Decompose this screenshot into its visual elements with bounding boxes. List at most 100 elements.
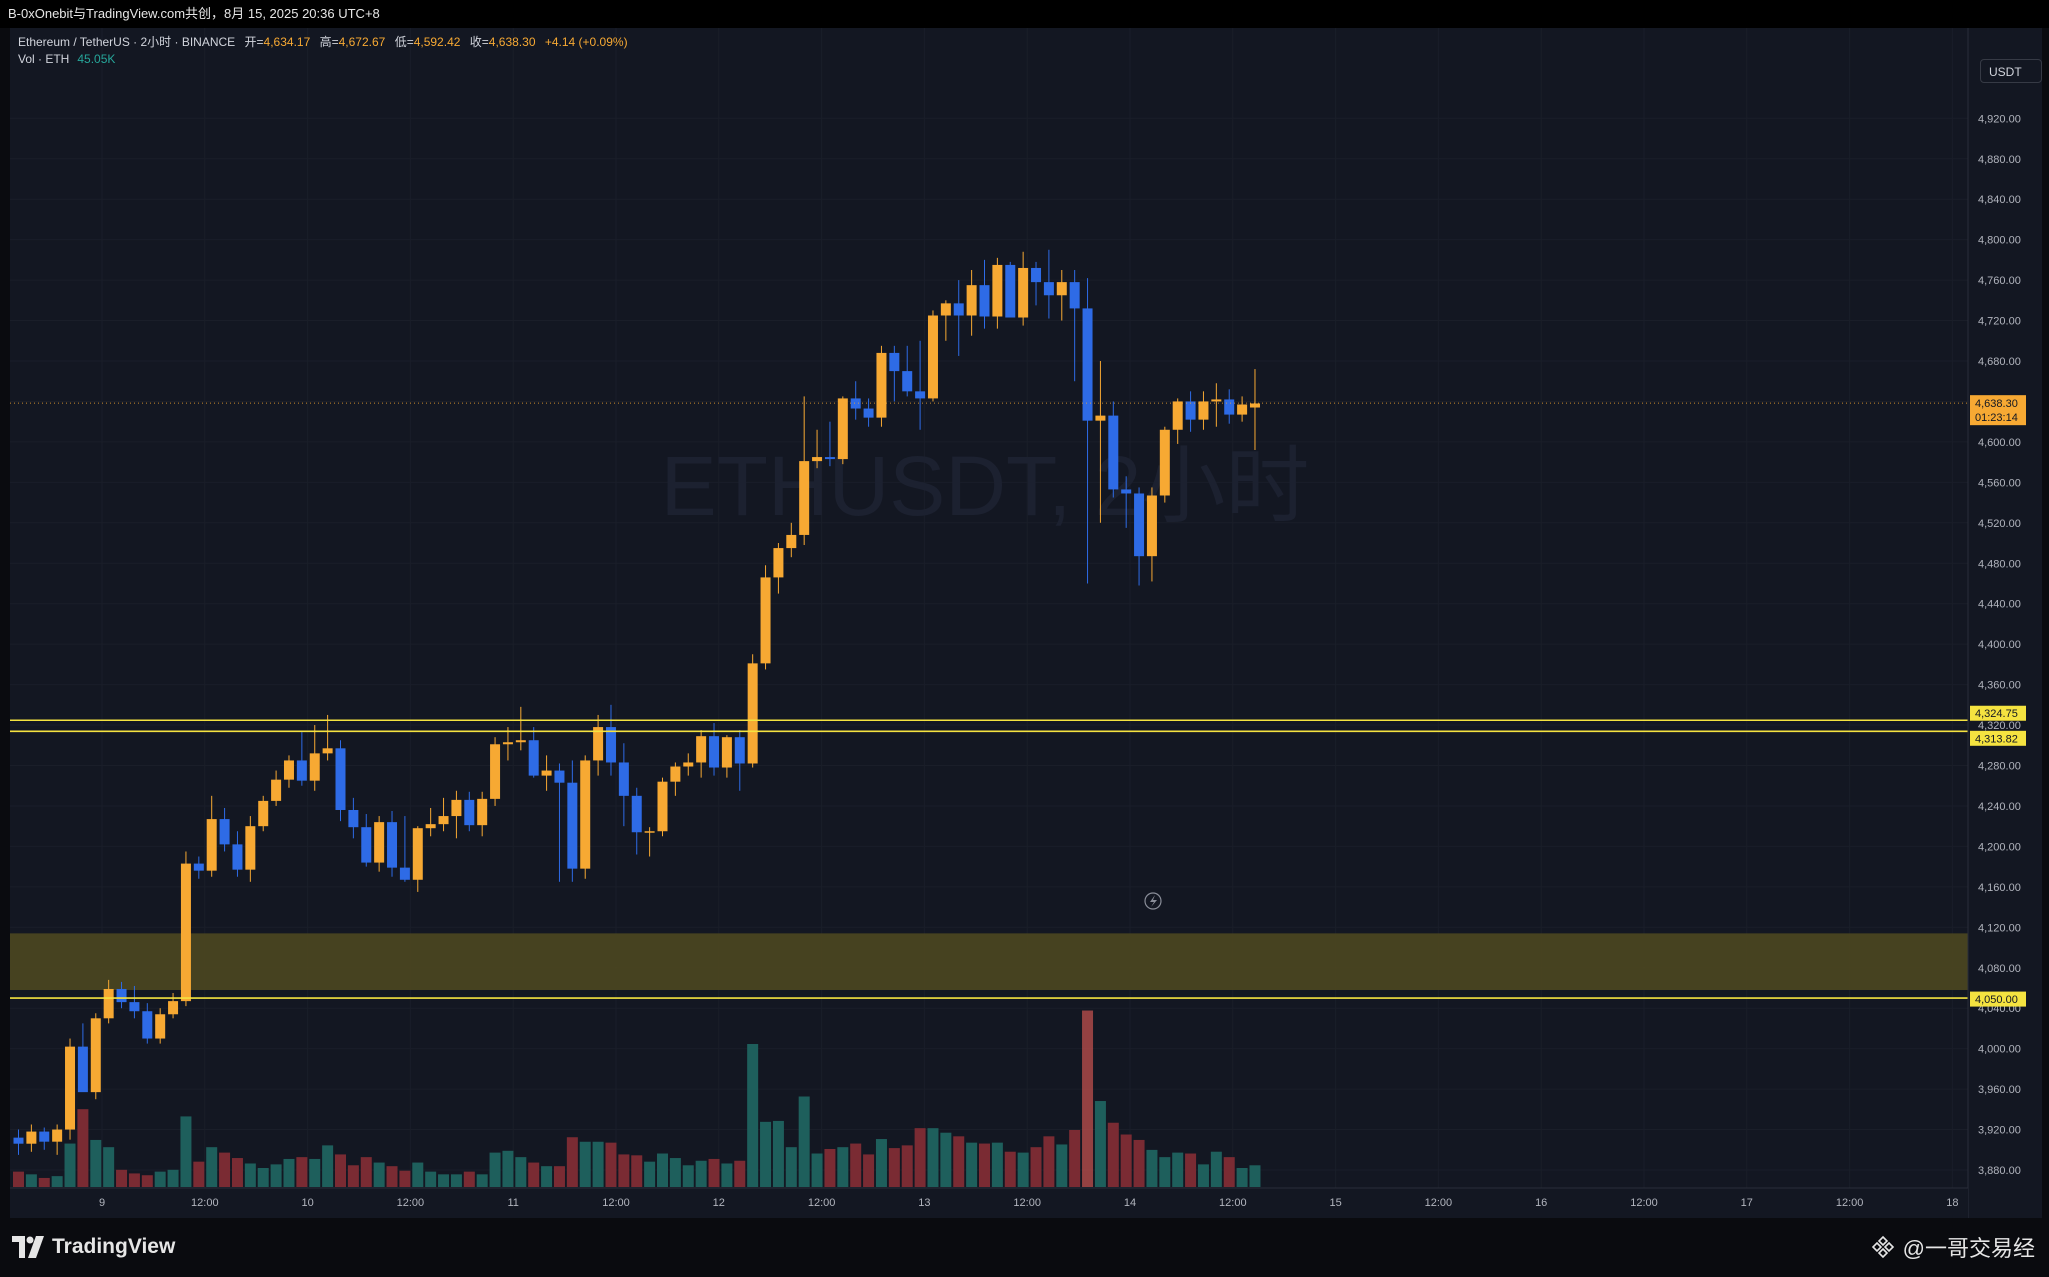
candle-body xyxy=(193,863,204,871)
candle-body xyxy=(618,762,629,796)
candle xyxy=(786,522,797,558)
candle-body xyxy=(271,779,282,801)
footer-bar xyxy=(0,1218,2049,1277)
volume-bar xyxy=(966,1142,978,1187)
volume-bar xyxy=(837,1147,849,1187)
candle xyxy=(863,398,874,427)
candle-countdown-label: 01:23:14 xyxy=(1975,412,2018,424)
candle-body xyxy=(283,760,294,780)
candle-body xyxy=(683,762,694,767)
candle xyxy=(1005,261,1016,318)
candle-body xyxy=(1018,267,1029,318)
chart-legend: Ethereum / TetherUS · 2小时 · BINANCE 开=4,… xyxy=(18,34,628,68)
volume-bar xyxy=(1210,1151,1222,1187)
tradingview-logo[interactable]: TradingView xyxy=(12,1232,175,1262)
candle xyxy=(644,827,655,857)
candle-body xyxy=(477,798,488,826)
candle xyxy=(206,795,217,877)
candle-body xyxy=(902,371,913,392)
price-tick-label: 4,120.00 xyxy=(1978,922,2021,934)
time-tick-label: 15 xyxy=(1329,1197,1341,1209)
volume-bar xyxy=(875,1139,887,1187)
legend-close: 4,638.30 xyxy=(488,35,536,49)
price-tick-label: 4,400.00 xyxy=(1978,639,2021,651)
time-tick-label: 12:00 xyxy=(1836,1197,1864,1209)
candle-body xyxy=(709,736,720,768)
candle xyxy=(374,816,385,872)
candle-body xyxy=(593,727,604,761)
candle xyxy=(464,791,475,832)
last-price-label: 4,638.30 xyxy=(1975,398,2018,410)
lightning-icon[interactable] xyxy=(1144,892,1162,910)
currency-badge[interactable]: USDT xyxy=(1980,59,2042,83)
legend-volume-label[interactable]: Vol · ETH xyxy=(18,52,70,66)
candle xyxy=(1198,391,1209,430)
volume-bar xyxy=(901,1145,913,1187)
volume-bar xyxy=(863,1154,875,1187)
legend-symbol[interactable]: Ethereum / TetherUS · 2小时 · BINANCE xyxy=(18,35,236,49)
time-tick-label: 10 xyxy=(301,1197,313,1209)
candle-body xyxy=(1185,401,1196,420)
volume-bar xyxy=(605,1142,617,1187)
legend-ohlc-row: Ethereum / TetherUS · 2小时 · BINANCE 开=4,… xyxy=(18,34,628,51)
candle-body xyxy=(425,824,436,829)
volume-bar xyxy=(270,1164,282,1187)
candle xyxy=(747,654,758,768)
candle-body xyxy=(644,831,655,833)
volume-bar xyxy=(1197,1164,1209,1187)
candle-body xyxy=(1056,282,1067,296)
volume-bar xyxy=(991,1142,1003,1187)
time-tick-label: 12:00 xyxy=(191,1197,219,1209)
candle xyxy=(889,345,900,402)
volume-bar xyxy=(1133,1139,1145,1187)
candle-body xyxy=(77,1046,88,1093)
time-tick-label: 18 xyxy=(1946,1197,1958,1209)
volume-bar xyxy=(450,1174,462,1187)
candle xyxy=(180,851,191,1007)
candle-body xyxy=(1108,415,1119,490)
price-chart[interactable]: ETHUSDT, 2小时 4,920.00 4,880.00 4,840.00 4,8… xyxy=(10,28,2042,1218)
volume-bar xyxy=(747,1044,759,1187)
candle-body xyxy=(116,988,127,1003)
volume-bar xyxy=(77,1109,89,1187)
candle xyxy=(541,755,552,791)
volume-bars xyxy=(13,1010,1261,1187)
level-lines xyxy=(10,719,1968,999)
candle-body xyxy=(850,398,861,409)
support-zone-rect xyxy=(10,933,1968,990)
volume-bar xyxy=(1094,1101,1106,1187)
volume-bar xyxy=(1172,1152,1184,1187)
volume-bar xyxy=(386,1166,398,1187)
candle-body xyxy=(670,766,681,782)
volume-bar xyxy=(1056,1144,1068,1187)
volume-bar xyxy=(1249,1165,1261,1187)
volume-bar xyxy=(1185,1153,1197,1187)
candle xyxy=(979,259,990,329)
axis-price-labels: 4,324.75 4,313.82 4,050.00 4,638.30 01:23:14 xyxy=(1970,395,2026,1007)
candle-body xyxy=(399,867,410,880)
volume-bar xyxy=(888,1148,900,1187)
grid xyxy=(10,28,1968,1188)
candle xyxy=(580,755,591,879)
candle xyxy=(657,777,668,837)
volume-bar xyxy=(360,1157,372,1187)
price-tick-label: 4,800.00 xyxy=(1978,235,2021,247)
candle xyxy=(721,735,732,778)
volume-bar xyxy=(476,1174,488,1187)
volume-bar xyxy=(399,1170,411,1187)
candle xyxy=(129,985,140,1019)
last-price-label-bg xyxy=(1970,395,2026,426)
volume-bar xyxy=(1120,1134,1132,1187)
chart-frame[interactable]: ETHUSDT, 2小时 4,920.00 4,880.00 4,840.00 4,8… xyxy=(10,28,2042,1218)
candle xyxy=(425,807,436,837)
time-tick-label: 12:00 xyxy=(1425,1197,1453,1209)
legend-low-label: 低= xyxy=(394,35,414,49)
candle xyxy=(322,714,333,761)
candle xyxy=(837,396,848,465)
candle-body xyxy=(567,782,578,869)
candle xyxy=(1095,361,1106,523)
volume-bar xyxy=(811,1153,823,1187)
volume-bar xyxy=(566,1137,578,1187)
volume-bar xyxy=(193,1161,205,1187)
time-tick-label: 12:00 xyxy=(808,1197,836,1209)
